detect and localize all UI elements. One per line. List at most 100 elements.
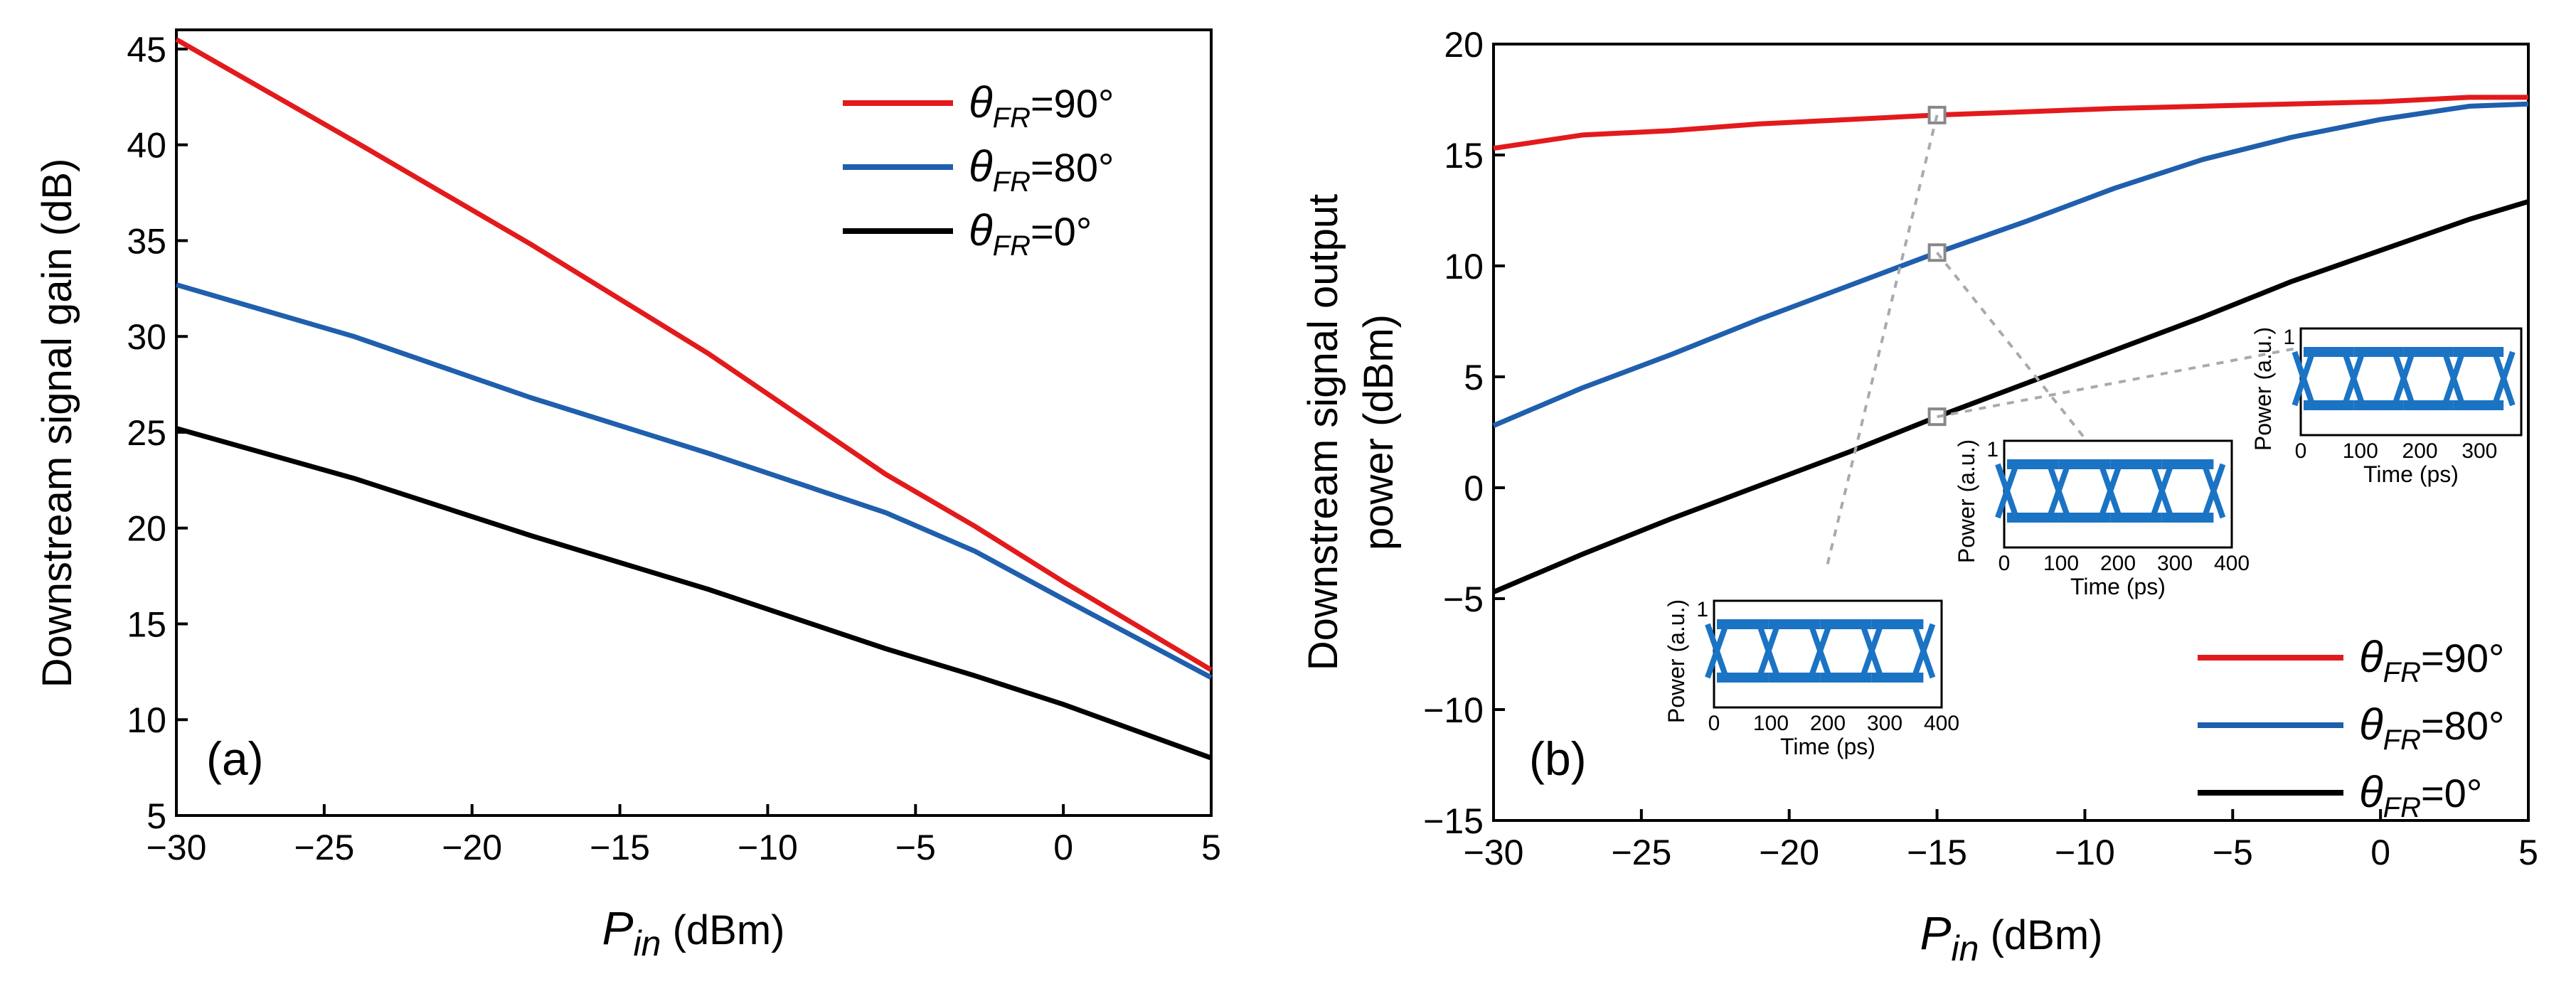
y-tick-label: 10 xyxy=(127,700,166,740)
inset-ylabel: Power (a.u.) xyxy=(2250,327,2276,451)
y-tick-label: 15 xyxy=(1444,136,1484,176)
panel-b-label: (b) xyxy=(1529,732,1587,785)
inset-xlabel: Time (ps) xyxy=(2070,574,2166,599)
y-tick-label: 45 xyxy=(127,30,166,70)
eye-trace xyxy=(1756,623,1781,679)
inset-y-tick-label: 1 xyxy=(1986,438,1998,461)
series-line-90deg xyxy=(1493,95,2528,151)
eye-trace xyxy=(2442,351,2466,407)
eye-trace xyxy=(2341,351,2365,407)
x-tick-label: −25 xyxy=(1611,833,1671,872)
x-tick-label: −15 xyxy=(1907,833,1967,872)
inset-ylabel: Power (a.u.) xyxy=(1664,599,1689,723)
panel-b-legend: θFR=90° θFR=80° θFR=0° xyxy=(2198,633,2504,823)
inset-xlabel: Time (ps) xyxy=(1780,734,1875,759)
x-tick-label: 5 xyxy=(2518,833,2538,872)
eye-trace xyxy=(2046,463,2071,519)
series-line-80deg xyxy=(1492,101,2529,428)
eye-trace xyxy=(1859,623,1884,679)
panel-b-ylabel-line2: power (dBm) xyxy=(1356,314,1402,550)
eye-trace xyxy=(1808,623,1833,679)
legend-entry-label: θFR=0° xyxy=(2359,768,2482,823)
panel-b-ylabel-line1: Downstream signal output xyxy=(1300,194,1346,671)
eye-inset-mid: 1 Power (a.u.) 0 100 200 300 400 Time (ps) xyxy=(1954,438,2250,599)
panel-a-xlabel: Pin (dBm) xyxy=(602,902,785,963)
inset-x-tick-label: 200 xyxy=(1810,712,1846,735)
eye-trace xyxy=(2392,351,2416,407)
inset-x-tick-label: 200 xyxy=(2100,552,2136,575)
panel-b-plot-frame xyxy=(1492,43,2530,822)
y-tick-label: 30 xyxy=(127,317,166,357)
eye-inset-low: 1 Power (a.u.) 0 100 200 300 400 Time (ps) xyxy=(1664,598,1959,759)
y-tick-label: 15 xyxy=(127,604,166,644)
x-tick-label: −10 xyxy=(738,828,798,867)
series-line-0deg xyxy=(1492,199,2530,594)
inset-connector xyxy=(1936,252,2099,456)
eye-trace xyxy=(2201,463,2226,519)
legend-entry-label: θFR=0° xyxy=(969,206,1092,262)
series-line-0deg xyxy=(176,426,1213,761)
inset-xlabel: Time (ps) xyxy=(2363,461,2459,487)
x-tick-label: 0 xyxy=(2370,833,2390,872)
y-tick-label: −10 xyxy=(1423,690,1484,730)
inset-x-tick-label: 0 xyxy=(1708,712,1720,735)
y-tick-label: 10 xyxy=(1444,247,1484,287)
y-tick-label: −15 xyxy=(1423,801,1484,841)
x-tick-label: −20 xyxy=(442,828,502,867)
inset-connector-lines xyxy=(1825,114,2390,569)
eye-trace xyxy=(2149,463,2174,519)
inset-frame xyxy=(2003,439,2233,549)
panel-a-chart: −30 −25 −20 −15 −10 −5 0 5 5 10 15 20 25 30 35 40 45 (a)… xyxy=(34,28,1221,963)
panel-a-label: (a) xyxy=(206,732,264,785)
y-tick-label: 5 xyxy=(147,796,166,836)
eye-trace xyxy=(2098,463,2123,519)
inset-y-tick-label: 1 xyxy=(1696,598,1708,621)
series-line-90deg xyxy=(175,37,1213,673)
legend-entry-label: θFR=90° xyxy=(969,78,1114,134)
inset-x-tick-label: 100 xyxy=(2043,552,2079,575)
x-tick-label: 0 xyxy=(1053,828,1073,867)
y-tick-label: 25 xyxy=(127,413,166,453)
inset-connector xyxy=(1937,329,2390,419)
x-tick-label: −10 xyxy=(2055,833,2115,872)
x-tick-label: 5 xyxy=(1201,828,1221,867)
inset-ylabel: Power (a.u.) xyxy=(1954,439,1979,563)
inset-x-tick-label: 100 xyxy=(2343,439,2378,463)
x-tick-label: −15 xyxy=(590,828,650,867)
x-tick-label: −30 xyxy=(1464,833,1524,872)
y-tick-label: 20 xyxy=(127,509,166,549)
eye-trace xyxy=(1911,623,1936,679)
x-tick-label: −5 xyxy=(895,828,936,867)
legend-entry-label: θFR=80° xyxy=(2359,700,2504,756)
inset-x-tick-label: 400 xyxy=(1924,712,1959,735)
inset-x-tick-label: 0 xyxy=(1998,552,2011,575)
y-tick-label: 35 xyxy=(127,221,166,261)
y-tick-label: 0 xyxy=(1464,469,1484,508)
inset-x-tick-label: 0 xyxy=(2295,439,2307,463)
eye-trace xyxy=(1705,623,1729,679)
y-tick-label: −5 xyxy=(1443,579,1484,619)
eye-trace xyxy=(2292,351,2316,407)
panel-a-ylabel: Downstream signal gain (dB) xyxy=(34,159,80,688)
inset-x-tick-label: 300 xyxy=(2461,439,2497,463)
legend-entry-label: θFR=80° xyxy=(969,142,1114,198)
inset-x-tick-label: 400 xyxy=(2214,552,2250,575)
legend-entry-label: θFR=90° xyxy=(2359,633,2504,688)
x-tick-label: −25 xyxy=(294,828,354,867)
panel-b-xlabel: Pin (dBm) xyxy=(1920,907,2103,968)
inset-connector xyxy=(1825,114,1939,569)
inset-frame xyxy=(2299,327,2523,437)
y-tick-label: 20 xyxy=(1444,25,1484,65)
x-tick-label: −5 xyxy=(2213,833,2253,872)
panel-a-legend: θFR=90° θFR=80° θFR=0° xyxy=(843,78,1114,262)
inset-x-tick-label: 300 xyxy=(2157,552,2193,575)
series-line-80deg xyxy=(176,282,1213,680)
eye-trace xyxy=(1995,463,2019,519)
inset-x-tick-label: 300 xyxy=(1867,712,1902,735)
x-tick-label: −20 xyxy=(1759,833,1819,872)
inset-x-tick-label: 200 xyxy=(2402,439,2438,463)
y-tick-label: 40 xyxy=(127,126,166,166)
